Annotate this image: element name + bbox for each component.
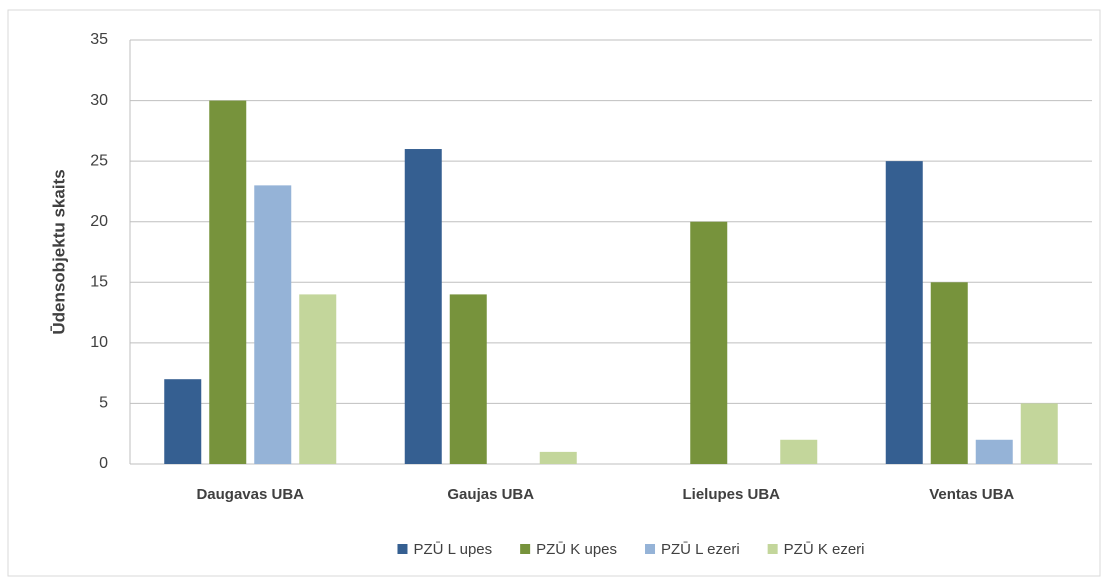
bar <box>885 161 923 464</box>
bar <box>690 221 728 464</box>
legend-label: PZŪ K upes <box>536 541 617 558</box>
x-tick-label: Lielupes UBA <box>682 486 780 503</box>
legend-swatch <box>397 544 408 554</box>
legend-label: PZŪ K ezeri <box>784 541 865 558</box>
y-axis-label: Ūdensobjektu skaits <box>49 169 68 334</box>
y-tick-label: 5 <box>99 395 108 412</box>
legend-swatch <box>645 544 656 554</box>
bar <box>449 294 487 464</box>
y-tick-label: 10 <box>90 334 108 351</box>
y-tick-label: 20 <box>90 213 108 230</box>
legend-swatch <box>767 544 778 554</box>
x-tick-label: Daugavas UBA <box>196 486 304 503</box>
bar <box>209 100 247 465</box>
y-tick-label: 35 <box>90 31 108 48</box>
legend-label: PZŪ L ezeri <box>661 541 740 558</box>
y-tick-label: 0 <box>99 455 108 472</box>
y-tick-label: 25 <box>90 152 108 169</box>
bar <box>164 379 202 464</box>
bar <box>539 451 577 464</box>
bar <box>930 282 968 464</box>
y-tick-label: 30 <box>90 92 108 109</box>
bar <box>780 439 818 464</box>
bar <box>975 439 1013 464</box>
x-tick-label: Gaujas UBA <box>447 486 534 503</box>
x-tick-label: Ventas UBA <box>929 486 1014 503</box>
legend-label: PZŪ L upes <box>413 541 492 558</box>
bar <box>1020 403 1058 464</box>
y-tick-label: 15 <box>90 274 108 291</box>
bar <box>254 185 292 464</box>
bar <box>299 294 337 464</box>
bar <box>404 149 442 464</box>
legend-swatch <box>520 544 531 554</box>
